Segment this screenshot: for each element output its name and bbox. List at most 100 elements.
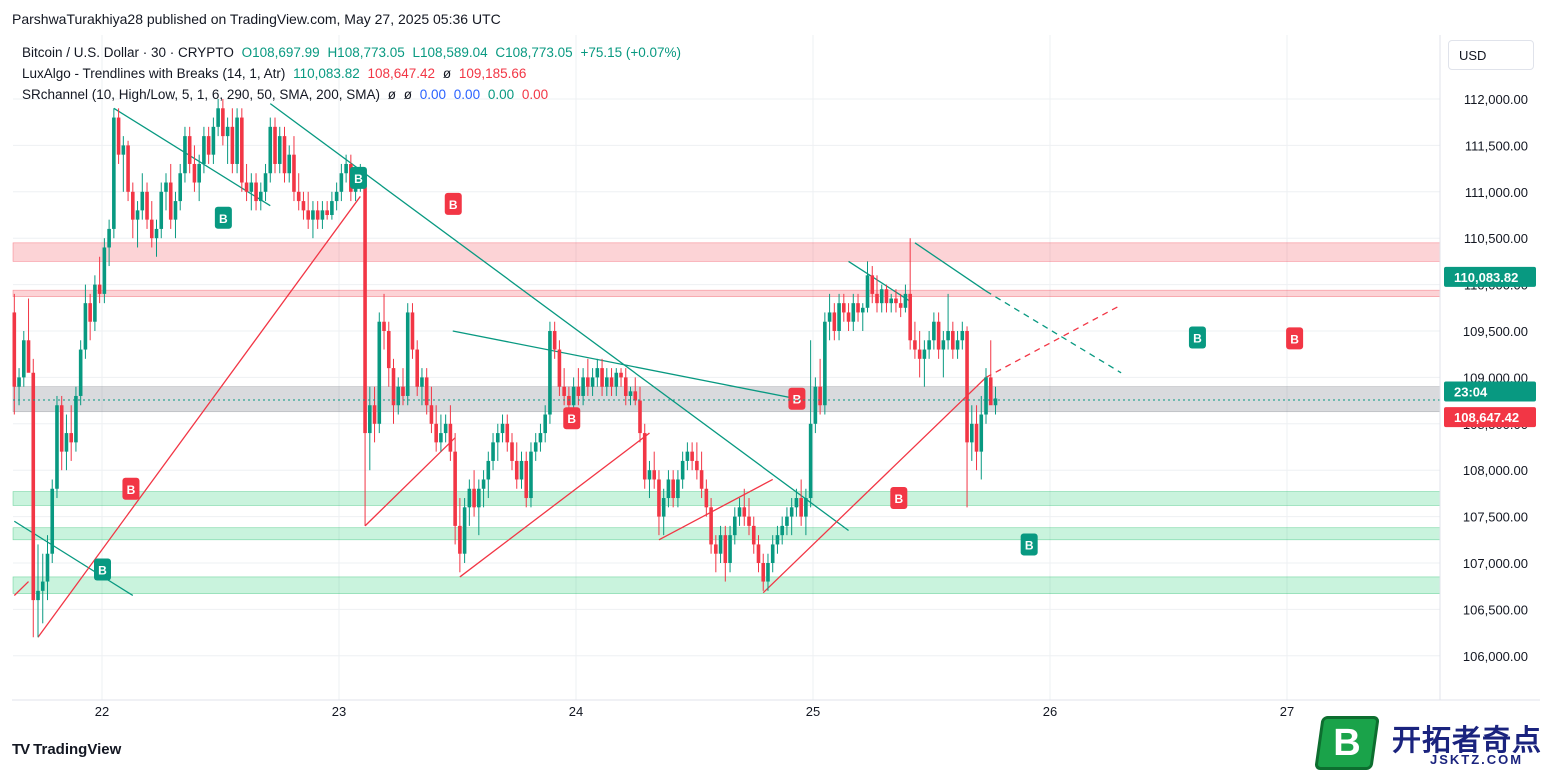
legend-luxalgo-name[interactable]: LuxAlgo - Trendlines with Breaks (14, 1,… [22,66,286,81]
candle [932,312,936,350]
candle-body [330,201,334,215]
candle [581,368,585,406]
candle-body [652,470,657,480]
candle [510,433,514,471]
candle [55,395,59,499]
candle-body [993,398,998,406]
legend-sr-name[interactable]: SRchannel (10, High/Low, 5, 1, 6, 290, 5… [22,87,380,102]
candle-body [131,191,135,220]
candle [794,488,799,517]
candle [221,99,225,146]
signals: B B B B B B B B B B B [94,166,1304,581]
candle [927,331,931,359]
candle-body [832,312,837,331]
candle [619,368,623,387]
trendline [985,304,1122,378]
candle [699,451,704,499]
candle [97,256,102,304]
tradingview-logo[interactable]: TV TradingView [12,741,121,758]
candle-body [59,405,64,452]
candle [320,201,325,229]
legend-sr-v4: 0.00 [453,87,481,102]
legend-change: +75.15 (+0.07%) [580,45,682,60]
candle-body [590,377,595,387]
candle [993,386,998,415]
candle [69,405,73,461]
candle-body [988,377,993,406]
candle [908,238,912,350]
candle [197,154,201,202]
candle-body [879,289,884,304]
candle [623,368,628,406]
candle-body [657,479,661,517]
candle-body [88,303,92,322]
signal-badge [444,192,462,215]
sr-zone-resistance [12,289,1441,297]
candle [870,266,875,304]
candle-body [927,340,931,350]
candle-body [230,126,235,164]
candle-body [633,391,638,401]
candles [12,99,998,638]
candle-body [472,488,476,508]
legend-high: H108,773.05 [327,45,405,60]
y-tick-label: 109,500.00 [1463,324,1528,339]
candle-body [415,349,420,387]
trendline [452,330,797,400]
legend-sr-v2: ø [403,87,412,102]
currency-selector[interactable]: USD [1448,40,1534,70]
candle-body [875,293,879,304]
candle-body [26,340,31,373]
candle [287,145,292,183]
candle [396,377,401,415]
signal-sell: B [122,477,140,500]
legend-symbol[interactable]: Bitcoin / U.S. Dollar · 30 · CRYPTO [22,45,234,60]
candle-body [609,377,614,387]
candle-body [728,535,732,563]
candle [315,201,320,229]
signal-badge [122,477,140,500]
candle [913,321,917,359]
price-axis-label: 23:04 [1444,381,1536,402]
candle [344,154,348,183]
legend-low: L108,589.04 [412,45,488,60]
candle-body [846,312,851,322]
candle [477,479,481,536]
candle-body [467,488,472,508]
signal-label: B [1193,331,1202,345]
candle [974,405,979,471]
candle [21,331,26,387]
candle [529,442,533,508]
candle [59,395,64,471]
candle-body [292,154,296,192]
candle [31,358,36,638]
signal-label: B [1290,332,1299,346]
signal-badge [563,407,581,430]
candle [903,284,908,313]
candle-body [775,535,780,545]
candle [486,451,491,499]
y-tick-label: 111,000.00 [1465,185,1528,200]
candle-body [680,460,685,480]
candle-body [623,377,628,396]
candle-body [955,340,960,350]
candle-body [908,293,912,341]
candle-body [856,303,860,313]
price-axis-label: 110,083.82 [1444,266,1536,287]
candle-body [178,173,183,202]
candle [628,386,633,406]
candle [173,191,178,239]
candle [884,284,889,313]
candle-body [718,535,723,554]
candle-body [969,423,974,443]
candle [642,423,647,489]
candle [74,386,78,452]
trendline [914,242,987,292]
candle-body [524,460,529,499]
candle [586,358,590,396]
candle-body [922,349,927,359]
candle [955,331,960,359]
candle-body [562,386,566,396]
candle [410,303,415,359]
